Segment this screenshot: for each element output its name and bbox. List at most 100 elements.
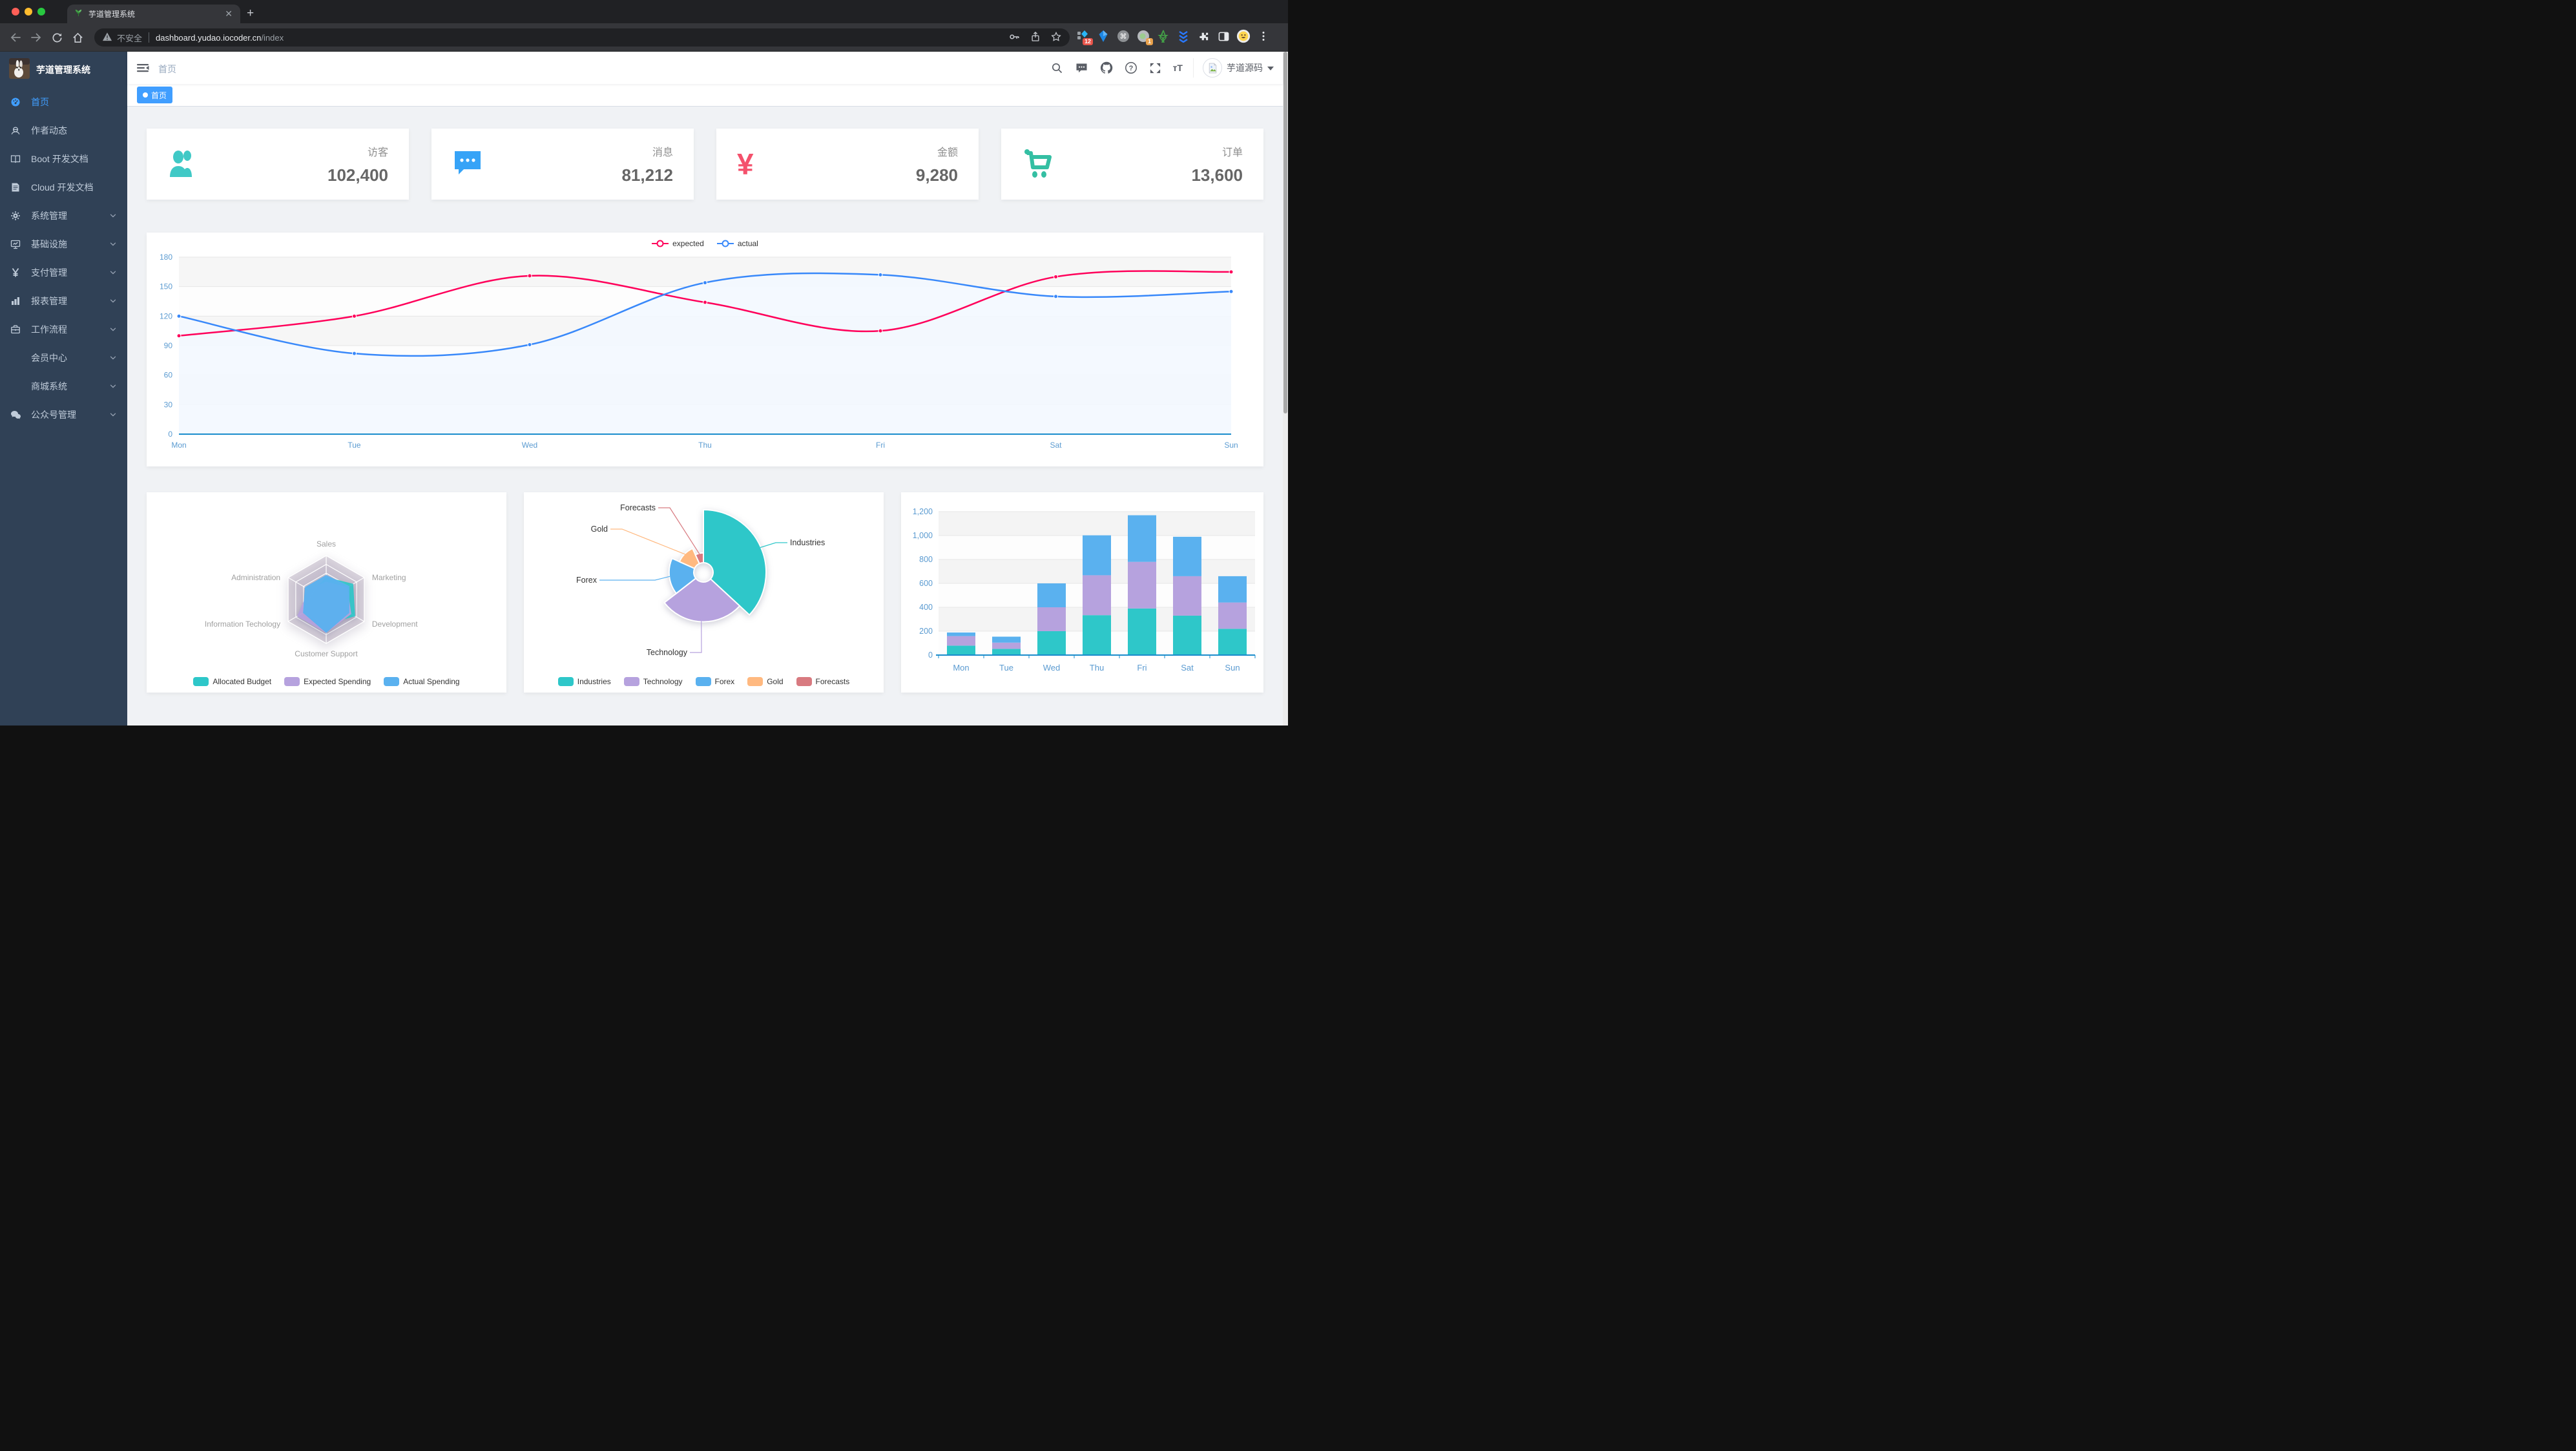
radar-chart-canvas[interactable]: Sales Marketing Development Customer Suppor…: [147, 492, 506, 693]
reload-button[interactable]: [49, 30, 65, 45]
legend-item-forecasts[interactable]: Forecasts: [796, 677, 849, 686]
legend-item-forex[interactable]: Forex: [695, 677, 734, 686]
pie-slice-gold[interactable]: [678, 547, 701, 570]
home-button[interactable]: [70, 30, 85, 45]
bookmark-star-icon[interactable]: [1050, 31, 1062, 45]
minimize-window-button[interactable]: [25, 8, 32, 16]
sidebar-item-cloud-docs[interactable]: Cloud 开发文档: [0, 173, 127, 202]
legend-item-technology[interactable]: Technology: [623, 677, 683, 686]
pie-slice-forecasts[interactable]: [694, 552, 704, 565]
address-bar[interactable]: 不安全 dashboard.yudao.iocoder.cn/index: [94, 28, 1070, 47]
svg-text:180: 180: [160, 253, 172, 262]
forward-button[interactable]: [28, 30, 44, 45]
bar-segment[interactable]: [1128, 515, 1156, 562]
stat-card-amount[interactable]: ¥ 金额 9,280: [716, 129, 979, 200]
bar-segment[interactable]: [1128, 561, 1156, 609]
bar-chart-canvas[interactable]: 0 200 400 600 800 1,000 1,200 Mon Tue Wed Thu Fri Sa…: [901, 492, 1263, 693]
search-icon[interactable]: [1050, 61, 1065, 75]
pie-slice-technology[interactable]: [663, 577, 741, 623]
extensions-puzzle-icon[interactable]: [1196, 28, 1210, 44]
sidebar-item-system[interactable]: 系统管理: [0, 202, 127, 230]
sidebar-item-infra[interactable]: 基础设施: [0, 230, 127, 258]
bar-segment[interactable]: [992, 649, 1021, 655]
sidebar-item-mall[interactable]: 商城系统: [0, 372, 127, 401]
fullscreen-icon[interactable]: [1148, 61, 1163, 75]
bar-segment[interactable]: [1037, 583, 1066, 607]
tag-home[interactable]: 首页: [137, 87, 173, 103]
bar-segment[interactable]: [1218, 629, 1247, 655]
extension-command-icon[interactable]: ⌘: [1116, 28, 1130, 44]
pie-slice-industries[interactable]: [703, 508, 767, 616]
sidebar-item-boot-docs[interactable]: Boot 开发文档: [0, 145, 127, 173]
close-window-button[interactable]: [12, 8, 19, 16]
pie-chart-canvas[interactable]: Industries Technology Forex Gold Forecasts: [524, 492, 884, 693]
message-icon[interactable]: [1075, 61, 1089, 75]
sidebar-item-mp[interactable]: 公众号管理: [0, 401, 127, 429]
bar-segment[interactable]: [1173, 536, 1201, 576]
messages-icon: [452, 149, 483, 180]
line-chart-canvas[interactable]: 0 30 60 90 120 150 180 Mon Tue Wed Thu Fri Sat Sun: [147, 233, 1263, 466]
bar-segment[interactable]: [1037, 607, 1066, 631]
stat-card-messages[interactable]: 消息 81,212: [431, 129, 694, 200]
extension-tag-icon[interactable]: 12: [1076, 28, 1093, 45]
legend-item-actual[interactable]: actual: [716, 239, 758, 248]
stat-card-visitors[interactable]: 访客 102,400: [147, 129, 409, 200]
sidebar-logo[interactable]: 芋道管理系统: [0, 52, 127, 88]
bar-segment[interactable]: [947, 636, 975, 646]
github-icon[interactable]: [1099, 61, 1114, 75]
hamburger-button[interactable]: [136, 61, 149, 78]
bar-segment[interactable]: [1218, 602, 1247, 629]
close-tab-icon[interactable]: ✕: [225, 8, 233, 19]
zoom-window-button[interactable]: [37, 8, 45, 16]
legend-item-actual-spending[interactable]: Actual Spending: [384, 677, 460, 686]
bar-segment[interactable]: [1173, 576, 1201, 616]
font-size-icon[interactable]: ᴛT: [1172, 63, 1183, 73]
pie-slice-forex[interactable]: [668, 558, 697, 594]
legend-item-industries[interactable]: Industries: [557, 677, 611, 686]
bar-segment[interactable]: [1037, 631, 1066, 655]
legend-item-allocated-budget[interactable]: Allocated Budget: [193, 677, 271, 686]
bar-segment[interactable]: [1128, 608, 1156, 655]
svg-text:Industries: Industries: [790, 538, 825, 547]
new-tab-button[interactable]: +: [247, 6, 254, 20]
page-scrollbar[interactable]: [1283, 52, 1288, 725]
extension-recorder-icon[interactable]: 1: [1136, 28, 1153, 45]
sidebar-toggle-icon[interactable]: [1216, 28, 1231, 44]
profile-avatar[interactable]: [1236, 28, 1251, 44]
sidebar-item-report[interactable]: 报表管理: [0, 287, 127, 315]
legend-item-gold[interactable]: Gold: [747, 677, 784, 686]
user-menu[interactable]: 芋道源码: [1193, 58, 1274, 78]
legend-item-expected[interactable]: expected: [652, 239, 704, 248]
bar-segment[interactable]: [1218, 576, 1247, 603]
bar-segment[interactable]: [1083, 535, 1111, 576]
svg-text:Wed: Wed: [1043, 663, 1061, 673]
bar-segment[interactable]: [947, 632, 975, 636]
bar-segment[interactable]: [992, 642, 1021, 649]
browser-menu-button[interactable]: [1256, 28, 1271, 44]
bar-segment[interactable]: [1083, 615, 1111, 655]
bar-segment[interactable]: [947, 645, 975, 655]
sidebar-item-author[interactable]: 作者动态: [0, 116, 127, 145]
chevron-down-icon: [109, 326, 117, 333]
legend-item-expected-spending[interactable]: Expected Spending: [284, 677, 371, 686]
help-icon[interactable]: ?: [1124, 61, 1138, 75]
sidebar-item-home[interactable]: 首页: [0, 88, 127, 116]
extension-chevrons-icon[interactable]: [1176, 28, 1190, 44]
bar-segment[interactable]: [1173, 615, 1201, 655]
password-key-icon[interactable]: [1008, 30, 1021, 45]
scrollbar-thumb[interactable]: [1283, 52, 1287, 413]
sidebar-item-member[interactable]: 会员中心: [0, 344, 127, 372]
share-icon[interactable]: [1030, 31, 1041, 45]
sidebar-item-workflow[interactable]: 工作流程: [0, 315, 127, 344]
bar-segment[interactable]: [1083, 575, 1111, 616]
bar-segment[interactable]: [992, 636, 1021, 643]
stat-card-orders[interactable]: 订单 13,600: [1001, 129, 1263, 200]
sidebar-item-payment[interactable]: 支付管理: [0, 258, 127, 287]
back-button[interactable]: [8, 30, 23, 45]
breadcrumb[interactable]: 首页: [158, 64, 176, 74]
extension-kite-icon[interactable]: [1096, 28, 1110, 44]
extension-star-icon[interactable]: [1156, 28, 1170, 44]
browser-tab[interactable]: 芋道管理系统 ✕: [67, 5, 240, 23]
browser-toolbar: 不安全 dashboard.yudao.iocoder.cn/index 12 …: [0, 23, 1288, 52]
security-warning-icon[interactable]: [102, 32, 112, 43]
